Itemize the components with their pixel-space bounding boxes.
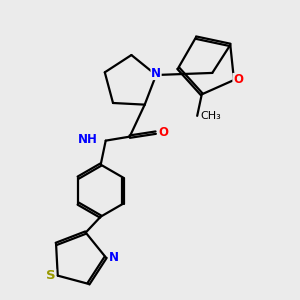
Text: O: O [159, 126, 169, 139]
Text: N: N [151, 67, 161, 80]
Text: O: O [233, 74, 243, 86]
Text: N: N [109, 251, 119, 264]
Text: CH₃: CH₃ [200, 111, 221, 121]
Text: S: S [46, 269, 56, 282]
Text: NH: NH [78, 133, 98, 146]
